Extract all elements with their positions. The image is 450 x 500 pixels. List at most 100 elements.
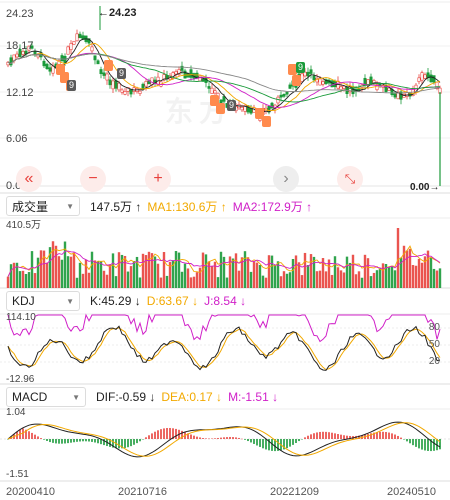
event-badge-8[interactable] (262, 116, 271, 127)
kdj-chart-canvas[interactable] (0, 312, 450, 386)
volume-bar (246, 257, 250, 288)
candle-body (21, 51, 25, 55)
candle-body (240, 106, 244, 111)
date-label-1: 20200410 (6, 486, 55, 498)
macd-bar (136, 439, 138, 444)
volume-bar (201, 252, 205, 288)
candle-body (282, 93, 286, 97)
volume-bar (81, 273, 85, 288)
volume-selector[interactable]: 成交量 ▼ (6, 196, 80, 216)
macd-bar (85, 439, 87, 442)
macd-bar (217, 437, 219, 439)
candle-body (207, 86, 211, 89)
event-badge-g2[interactable]: 9 (117, 68, 126, 79)
macd-bar (349, 435, 351, 439)
volume-bar (336, 267, 340, 288)
k-line (7, 325, 441, 371)
volume-bar (138, 277, 142, 288)
macd-bar (172, 428, 174, 439)
volume-bar (192, 276, 196, 288)
event-badge-1[interactable] (60, 72, 69, 83)
volume-bar (384, 264, 388, 288)
next-button[interactable]: › (273, 166, 299, 192)
fullscreen-button[interactable]: ⤡ (337, 166, 363, 192)
price-chart-canvas[interactable] (0, 0, 450, 195)
volume-bar (135, 256, 139, 288)
macd-chart[interactable]: 1.04 -1.51 (0, 407, 450, 483)
macd-bar (46, 439, 48, 441)
kdj-d: D:63.67 ↓ (146, 294, 199, 308)
volume-bar (129, 266, 133, 288)
zoom-out-button[interactable]: − (80, 166, 106, 192)
kdj-chart[interactable]: 114.10 -12.96 80 50 20 (0, 312, 450, 386)
macd-bar (7, 439, 9, 440)
volume-bar (264, 277, 268, 288)
kdj-j: J:8.54 ↓ (204, 294, 247, 308)
macd-bar (394, 434, 396, 439)
volume-bar (45, 262, 49, 288)
macd-bar (127, 439, 129, 448)
macd-bar (319, 431, 321, 439)
macd-bar (259, 439, 261, 447)
event-badge-10[interactable] (292, 75, 301, 86)
macd-selector[interactable]: MACD ▼ (6, 387, 86, 407)
chevron-down-icon: ▼ (72, 392, 80, 402)
macd-bar (370, 433, 372, 439)
event-badge-g3[interactable]: 9 (227, 100, 236, 111)
event-badge-4[interactable] (104, 60, 113, 71)
macd-bar (160, 429, 162, 439)
volume-bar (351, 254, 355, 288)
candle-body (6, 61, 10, 66)
volume-bar (156, 263, 160, 288)
volume-bar (435, 270, 439, 288)
event-badge-5[interactable] (210, 95, 219, 106)
macd-bar (103, 439, 105, 446)
pan-left-icon: « (24, 170, 34, 187)
candle-body (90, 46, 94, 52)
candle-body (117, 82, 121, 91)
macd-chart-canvas[interactable] (0, 407, 450, 483)
macd-bar (310, 434, 312, 439)
volume-bar (405, 250, 409, 288)
price-chart[interactable]: 24.23 18.17 12.12 6.06 0.00 ←24.23 0.00→… (0, 0, 450, 195)
volume-bar (180, 271, 184, 288)
macd-bar (133, 439, 135, 445)
macd-bar (97, 439, 99, 444)
macd-bar (151, 433, 153, 439)
candle-body (48, 67, 52, 72)
low-marker: 0.00→ (410, 182, 440, 193)
event-badge-g1[interactable]: 9 (67, 80, 76, 91)
volume-value: 147.5万 ↑ (90, 199, 142, 214)
pan-left-button[interactable]: « (16, 166, 42, 192)
macd-m: M:-1.51 ↓ (228, 390, 279, 404)
candle-body (285, 91, 289, 95)
volume-chart-canvas[interactable] (0, 216, 450, 290)
event-badge-9[interactable] (288, 64, 297, 75)
macd-bar (244, 439, 246, 440)
macd-bar (295, 439, 297, 443)
macd-bar (304, 437, 306, 439)
macd-bar (202, 438, 204, 439)
volume-bar (321, 258, 325, 288)
candle-body (111, 80, 115, 90)
macd-bar (220, 437, 222, 439)
volume-bar (312, 256, 316, 288)
macd-bar (226, 437, 228, 439)
zoom-in-button[interactable]: + (145, 166, 171, 192)
event-badge-2[interactable] (56, 64, 65, 75)
volume-bar (276, 261, 280, 288)
macd-bar (211, 438, 213, 439)
event-badge-g4[interactable]: 9 (296, 62, 305, 73)
volume-bar (165, 275, 169, 288)
candle-body (300, 73, 304, 82)
volume-bar (66, 256, 70, 288)
volume-bar (297, 262, 301, 288)
volume-bar (48, 247, 52, 288)
event-badge-6[interactable] (216, 103, 225, 114)
kdj-selector[interactable]: KDJ ▼ (6, 291, 80, 311)
volume-bar (318, 270, 322, 288)
macd-bar (415, 439, 417, 447)
kdj-axis-bottom: -12.96 (6, 374, 35, 385)
event-badge-7[interactable] (255, 108, 264, 119)
volume-chart[interactable]: 410.5万 (0, 216, 450, 290)
